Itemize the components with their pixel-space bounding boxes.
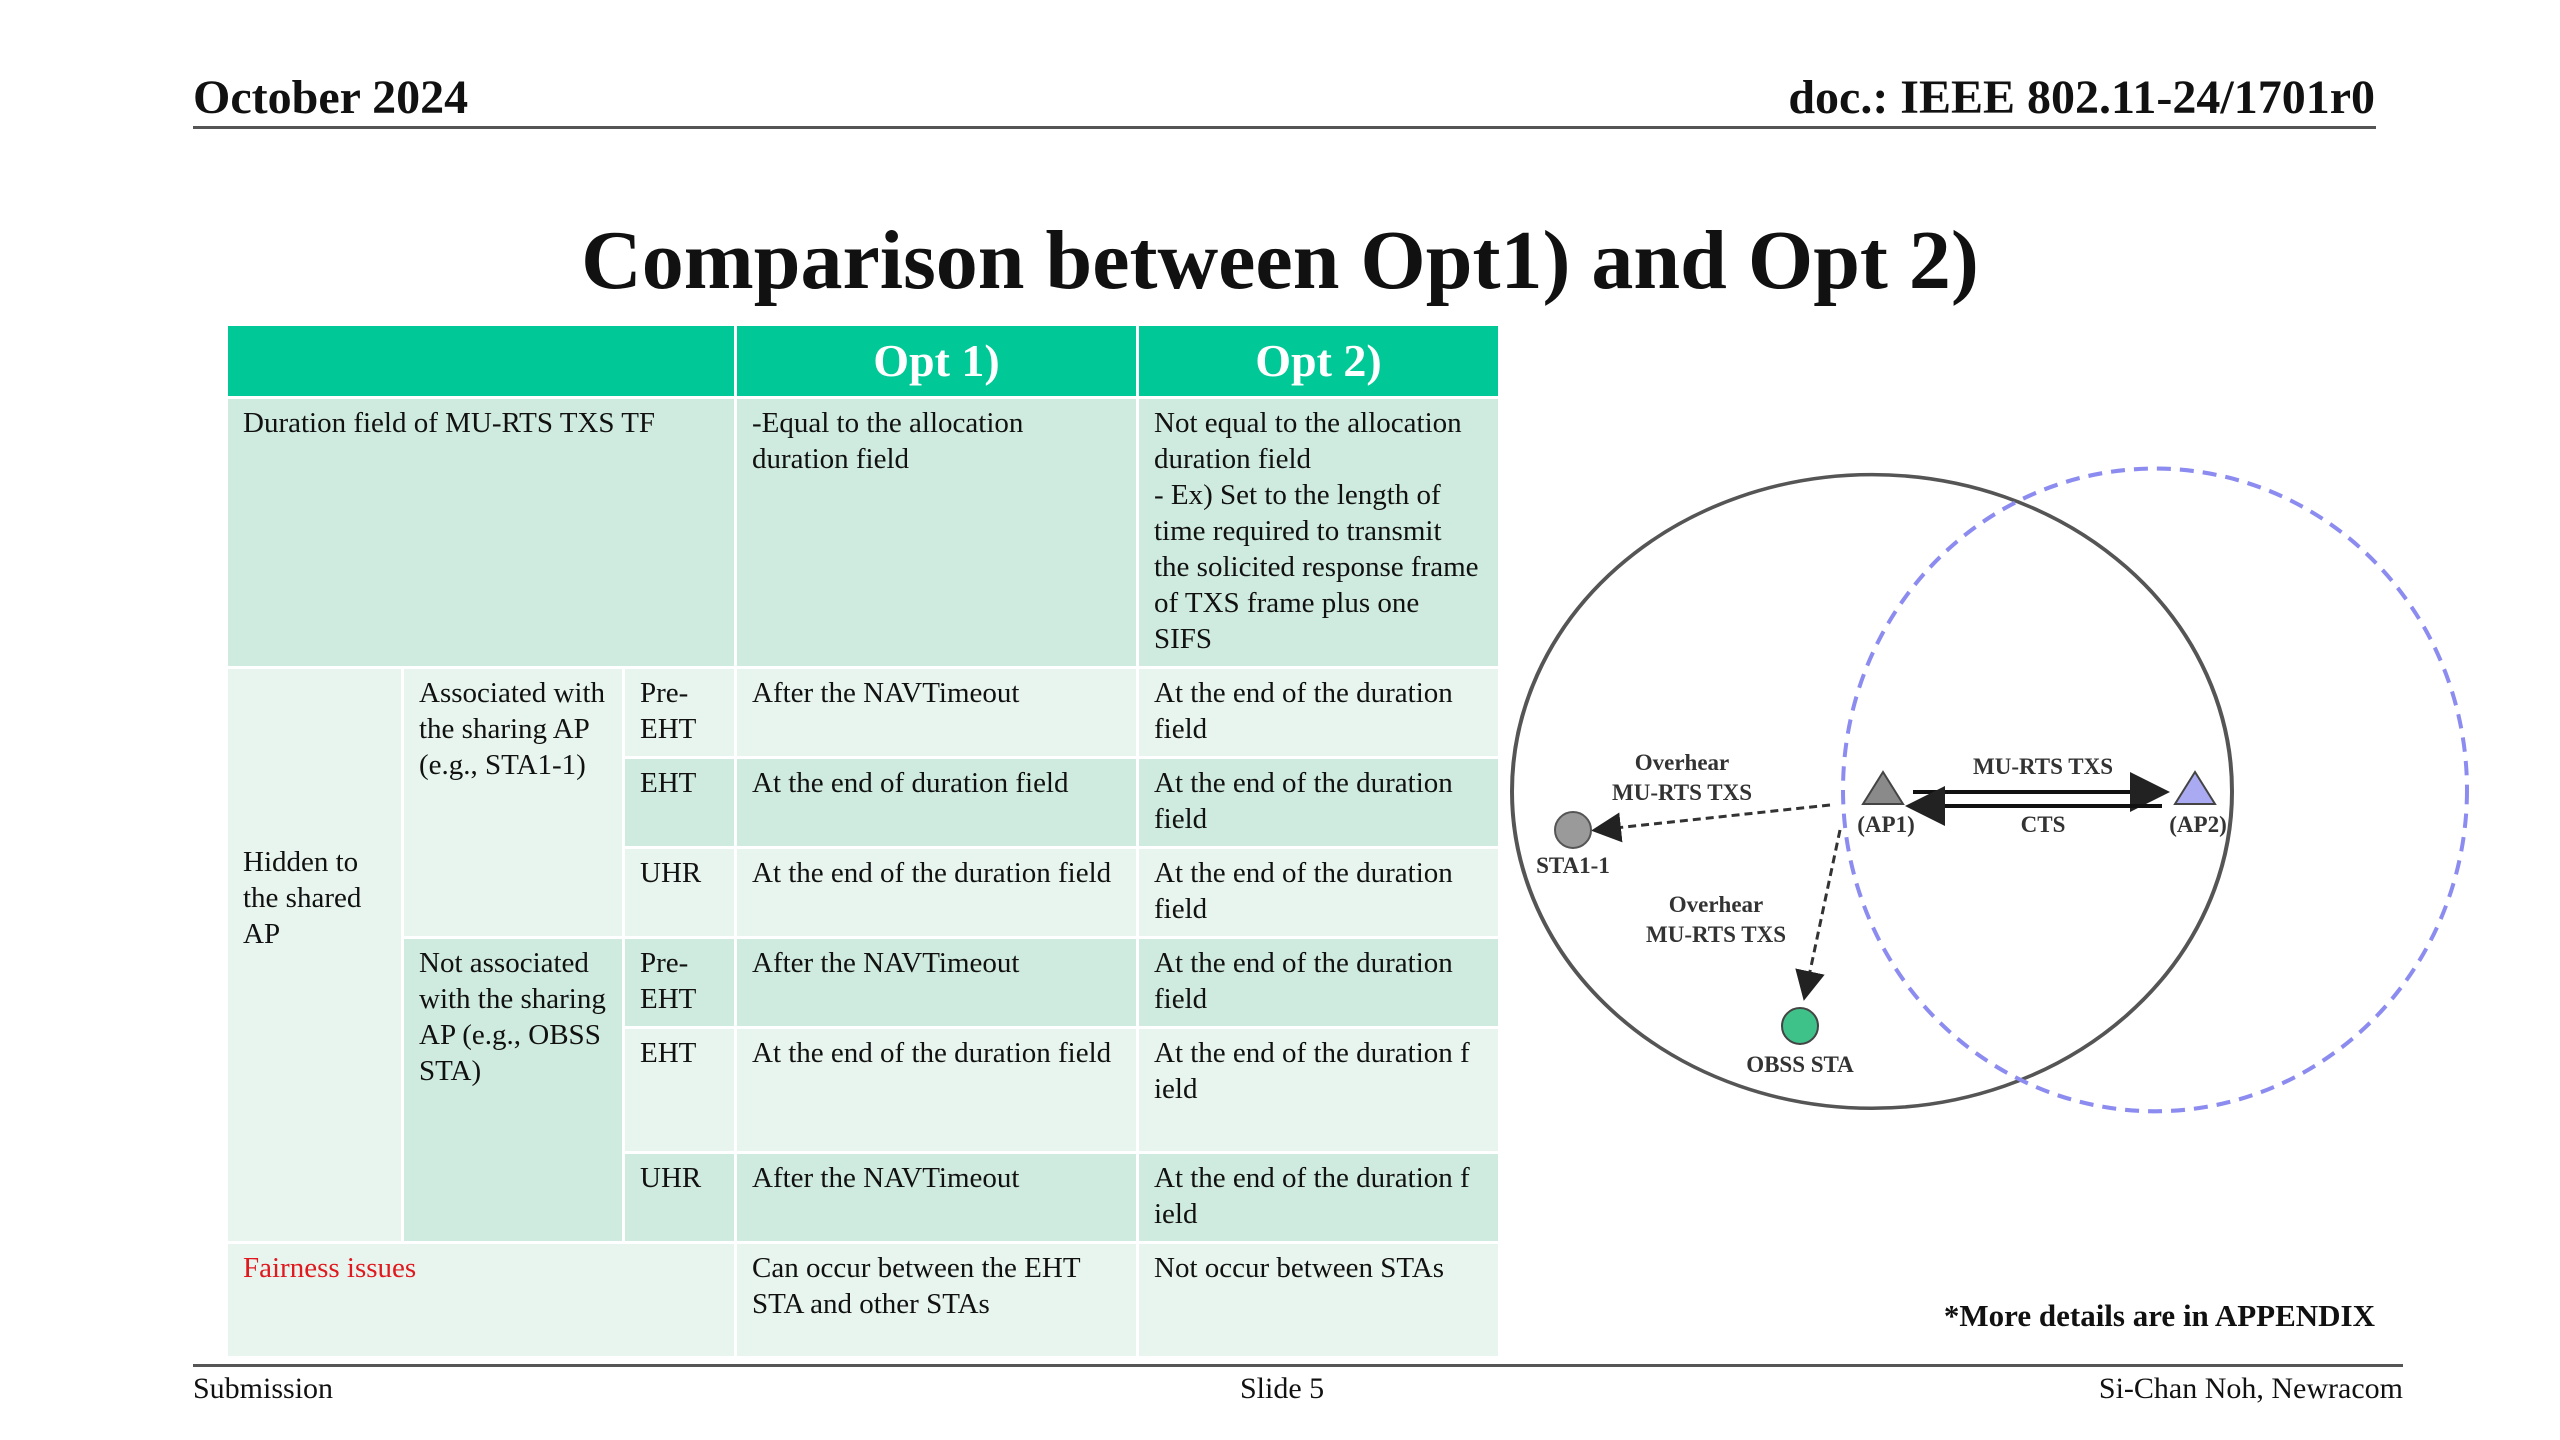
fairness-opt1: Can occur between the EHT STA and other … bbox=[734, 1241, 1139, 1359]
hidden-ap-label: Hidden to the shared AP bbox=[225, 666, 404, 1244]
opt2-cell: At the end of the duration field bbox=[1136, 846, 1501, 939]
obss-node-icon bbox=[1781, 1007, 1819, 1045]
overhear-arrow-sta1 bbox=[1591, 803, 1831, 843]
sta-type-cell: UHR bbox=[622, 846, 737, 939]
fairness-opt2: Not occur between STAs bbox=[1136, 1241, 1501, 1359]
opt1-cell: After the NAVTimeout bbox=[734, 936, 1139, 1029]
duration-opt2: Not equal to the allocation duration fie… bbox=[1136, 396, 1501, 669]
obss-label: OBSS STA bbox=[1746, 1052, 1854, 1077]
slide-title: Comparison between Opt1) and Opt 2) bbox=[581, 214, 1979, 307]
table-row: Not associated with the sharing AP (e.g.… bbox=[227, 936, 1501, 1244]
sta-type-cell: Pre-EHT bbox=[622, 666, 737, 759]
duration-opt2-line2: - Ex) Set to the length of time required… bbox=[1154, 479, 1479, 655]
header-opt2: Opt 2) bbox=[1136, 323, 1501, 399]
overhear-label-2-line2: MU-RTS TXS bbox=[1646, 922, 1786, 947]
table-row: UHR At the end of the duration field At … bbox=[227, 846, 1501, 939]
not-associated-label: Not associated with the sharing AP (e.g.… bbox=[401, 936, 625, 1244]
ap2-coverage-circle bbox=[1841, 466, 2469, 1114]
fairness-label: Fairness issues bbox=[225, 1241, 737, 1359]
table-header-row: Opt 1) Opt 2) bbox=[225, 323, 1501, 399]
opt2-cell: At the end of the duration field bbox=[1136, 936, 1501, 1029]
overhear-label-1-line1: Overhear bbox=[1635, 750, 1730, 775]
sta-type-cell: UHR bbox=[622, 1151, 737, 1244]
footer-author: Si-Chan Noh, Newracom bbox=[2098, 1372, 2403, 1405]
associated-label: Associated with the sharing AP (e.g., ST… bbox=[401, 666, 625, 939]
cts-label: CTS bbox=[2021, 812, 2066, 837]
network-diagram: Overhear MU-RTS TXS Overhear MU-RTS TXS … bbox=[1510, 466, 2469, 1114]
ap1-coverage-circle bbox=[1510, 472, 2234, 1110]
opt1-cell: After the NAVTimeout bbox=[734, 666, 1139, 759]
duration-opt1: -Equal to the allocation duration field bbox=[734, 396, 1139, 669]
overhear-label-2-line1: Overhear bbox=[1669, 892, 1764, 917]
footer-divider bbox=[193, 1364, 2403, 1367]
opt2-cell: At the end of the duration f ield bbox=[1136, 1151, 1501, 1244]
table-row: Duration field of MU-RTS TXS TF -Equal t… bbox=[225, 396, 1501, 669]
header-empty-cell bbox=[225, 323, 737, 399]
opt2-cell: At the end of the duration f ield bbox=[1136, 1026, 1501, 1154]
table-row: UHR After the NAVTimeout At the end of t… bbox=[227, 1151, 1501, 1244]
opt1-cell: At the end of duration field bbox=[734, 756, 1139, 849]
mu-rts-label: MU-RTS TXS bbox=[1973, 754, 2113, 779]
footer-submission: Submission bbox=[193, 1372, 334, 1405]
appendix-note: *More details are in APPENDIX bbox=[1943, 1298, 2375, 1333]
opt1-cell: At the end of the duration field bbox=[734, 846, 1139, 939]
sta1-node-icon bbox=[1554, 811, 1592, 849]
overhear-arrow-obss bbox=[1795, 829, 1842, 1001]
duration-opt2-line1: Not equal to the allocation duration fie… bbox=[1154, 407, 1462, 475]
header-divider bbox=[193, 126, 2376, 129]
opt1-cell: After the NAVTimeout bbox=[734, 1151, 1139, 1244]
footer-slide-number: Slide 5 bbox=[1240, 1372, 1325, 1405]
comparison-table: Opt 1) Opt 2) Duration field of MU-RTS T… bbox=[225, 323, 1501, 1359]
overhear-label-1-line2: MU-RTS TXS bbox=[1612, 780, 1752, 805]
ap2-label: (AP2) bbox=[2169, 812, 2226, 837]
ap1-label: (AP1) bbox=[1857, 812, 1914, 837]
sta1-label: STA1-1 bbox=[1536, 853, 1610, 878]
header-opt1: Opt 1) bbox=[734, 323, 1139, 399]
opt2-cell: At the end of the duration field bbox=[1136, 666, 1501, 759]
ap1-triangle-icon bbox=[1861, 770, 1905, 805]
table-row: Fairness issues Can occur between the EH… bbox=[225, 1241, 1501, 1359]
sta-type-cell: EHT bbox=[622, 1026, 737, 1154]
sta-type-cell: EHT bbox=[622, 756, 737, 849]
table-row: Hidden to the shared AP Associated with … bbox=[225, 666, 1501, 1244]
ap2-triangle-icon bbox=[2173, 770, 2217, 805]
sta-type-cell: Pre-EHT bbox=[622, 936, 737, 1029]
table-row: EHT At the end of the duration field At … bbox=[227, 1026, 1501, 1154]
header-doc-id: doc.: IEEE 802.11-24/1701r0 bbox=[1788, 71, 2375, 124]
duration-row-label: Duration field of MU-RTS TXS TF bbox=[225, 396, 737, 669]
table-row: EHT At the end of duration field At the … bbox=[227, 756, 1501, 849]
header-date: October 2024 bbox=[193, 71, 469, 124]
opt1-cell: At the end of the duration field bbox=[734, 1026, 1139, 1154]
opt2-cell: At the end of the duration field bbox=[1136, 756, 1501, 849]
